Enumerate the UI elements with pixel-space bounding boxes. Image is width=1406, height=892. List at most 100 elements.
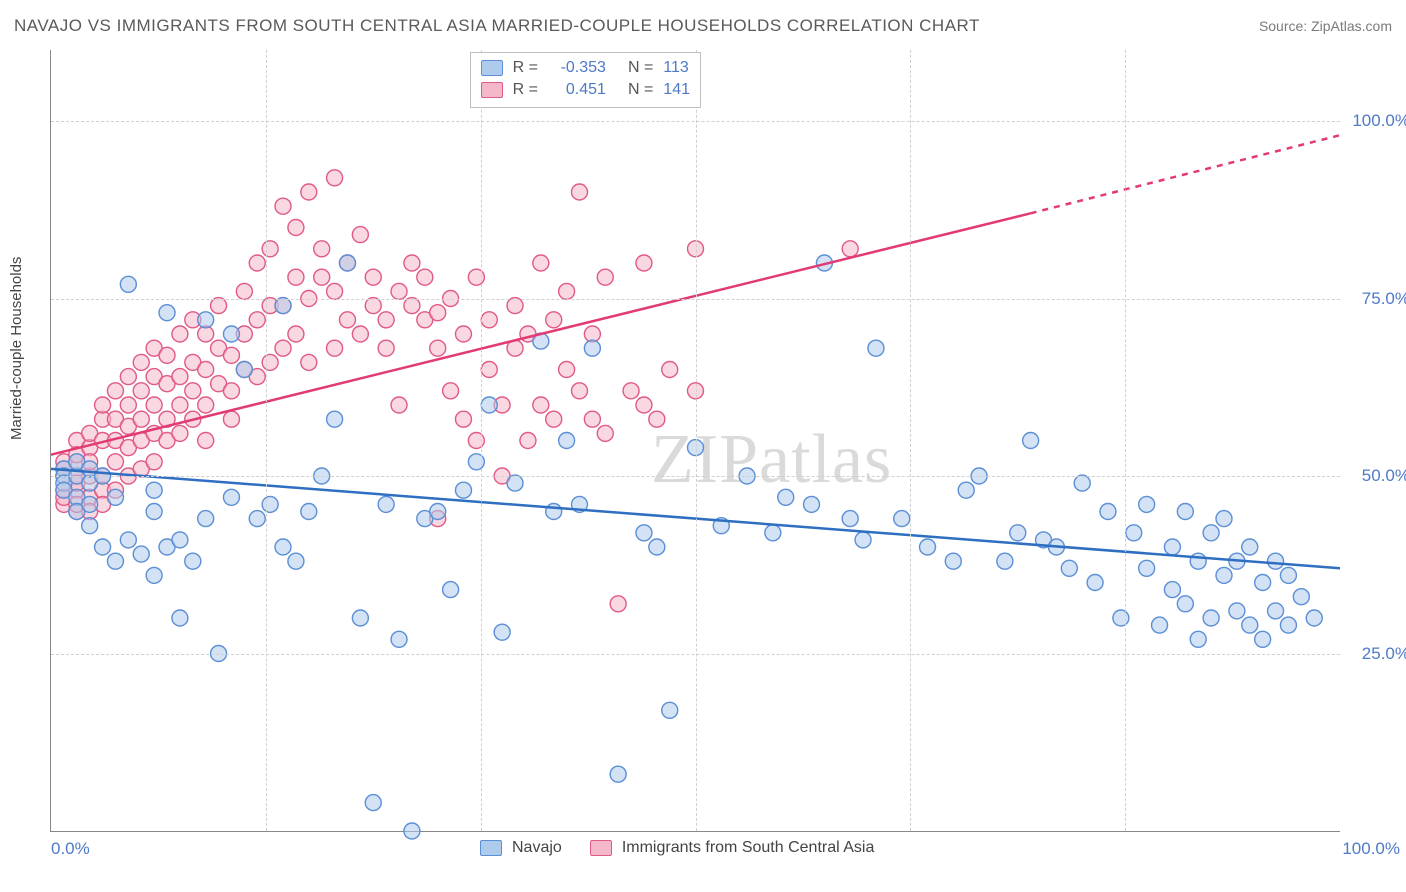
scatter-point [945, 553, 961, 569]
scatter-point [610, 596, 626, 612]
scatter-point [172, 397, 188, 413]
scatter-point [1177, 504, 1193, 520]
scatter-point [559, 283, 575, 299]
scatter-point [1152, 617, 1168, 633]
scatter-point [1023, 433, 1039, 449]
scatter-point [146, 567, 162, 583]
scatter-point [378, 312, 394, 328]
scatter-point [1216, 511, 1232, 527]
scatter-point [133, 383, 149, 399]
scatter-point [584, 340, 600, 356]
scatter-point [288, 269, 304, 285]
scatter-point [198, 511, 214, 527]
y-tick-label: 25.0% [1350, 644, 1406, 664]
source-link[interactable]: ZipAtlas.com [1311, 18, 1392, 34]
scatter-point [262, 354, 278, 370]
scatter-point [546, 411, 562, 427]
scatter-point [623, 383, 639, 399]
scatter-point [1306, 610, 1322, 626]
scatter-point [1242, 539, 1258, 555]
gridline-vertical [1125, 50, 1126, 831]
legend-series-label: Immigrants from South Central Asia [622, 839, 875, 857]
scatter-point [262, 241, 278, 257]
scatter-point [249, 511, 265, 527]
legend-row: R =0.451N =141 [481, 79, 690, 101]
scatter-point [546, 504, 562, 520]
scatter-point [430, 504, 446, 520]
scatter-point [378, 496, 394, 512]
scatter-point [1203, 525, 1219, 541]
scatter-point [223, 326, 239, 342]
scatter-point [868, 340, 884, 356]
scatter-point [520, 433, 536, 449]
scatter-point [1010, 525, 1026, 541]
scatter-point [1164, 582, 1180, 598]
scatter-point [1139, 496, 1155, 512]
trend-line-b-extrapolated [1031, 135, 1340, 213]
gridline-vertical [910, 50, 911, 831]
scatter-point [172, 425, 188, 441]
scatter-point [159, 347, 175, 363]
scatter-point [894, 511, 910, 527]
scatter-point [327, 411, 343, 427]
scatter-point [1268, 603, 1284, 619]
scatter-point [172, 610, 188, 626]
y-tick-label: 50.0% [1350, 466, 1406, 486]
gridline-vertical [696, 50, 697, 831]
legend-swatch [590, 840, 612, 856]
scatter-point [327, 340, 343, 356]
scatter-point [314, 241, 330, 257]
legend-swatch [481, 82, 503, 98]
scatter-point [1293, 589, 1309, 605]
scatter-point [1216, 567, 1232, 583]
scatter-point [198, 433, 214, 449]
scatter-point [352, 326, 368, 342]
scatter-point [610, 766, 626, 782]
scatter-point [211, 298, 227, 314]
scatter-point [223, 383, 239, 399]
scatter-point [133, 411, 149, 427]
scatter-point [494, 624, 510, 640]
scatter-point [262, 496, 278, 512]
scatter-point [288, 326, 304, 342]
scatter-point [443, 582, 459, 598]
scatter-point [481, 312, 497, 328]
scatter-point [365, 298, 381, 314]
scatter-point [455, 482, 471, 498]
scatter-point [275, 539, 291, 555]
legend-N-label: N = [628, 59, 653, 77]
scatter-point [120, 397, 136, 413]
scatter-point [1113, 610, 1129, 626]
scatter-point [301, 354, 317, 370]
scatter-point [1242, 617, 1258, 633]
scatter-point [82, 496, 98, 512]
scatter-point [571, 184, 587, 200]
correlation-legend: R =-0.353N =113R =0.451N =141 [470, 52, 701, 108]
scatter-point [765, 525, 781, 541]
chart-title: NAVAJO VS IMMIGRANTS FROM SOUTH CENTRAL … [14, 16, 980, 36]
scatter-point [172, 532, 188, 548]
gridline-vertical [266, 50, 267, 831]
scatter-point [314, 269, 330, 285]
scatter-point [636, 397, 652, 413]
scatter-point [107, 489, 123, 505]
scatter-point [172, 326, 188, 342]
scatter-point [662, 702, 678, 718]
source-label: Source: [1259, 18, 1307, 34]
scatter-point [842, 511, 858, 527]
scatter-point [636, 525, 652, 541]
scatter-point [559, 362, 575, 378]
scatter-point [1177, 596, 1193, 612]
scatter-point [352, 227, 368, 243]
scatter-point [1139, 560, 1155, 576]
scatter-point [159, 305, 175, 321]
scatter-point [249, 255, 265, 271]
scatter-point [327, 283, 343, 299]
scatter-point [223, 489, 239, 505]
scatter-point [468, 433, 484, 449]
scatter-point [107, 553, 123, 569]
scatter-point [1280, 617, 1296, 633]
scatter-point [571, 383, 587, 399]
scatter-point [958, 482, 974, 498]
scatter-point [198, 362, 214, 378]
